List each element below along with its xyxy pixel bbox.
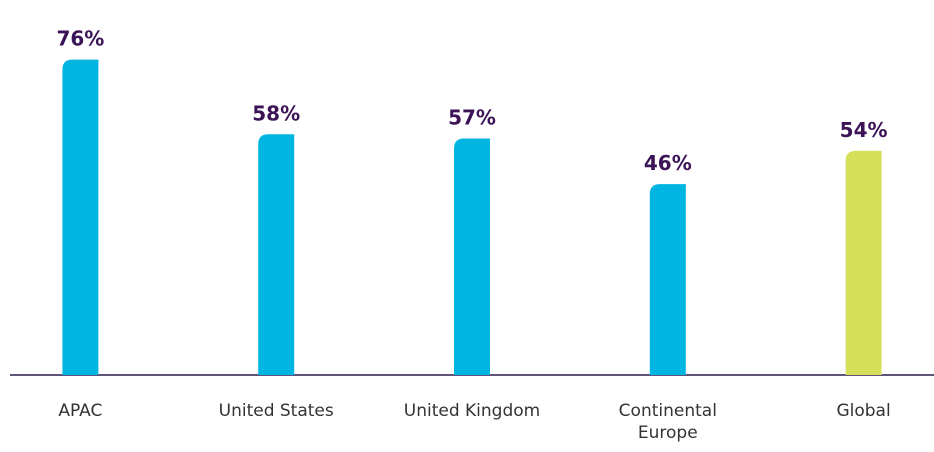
x-tick-label: United States bbox=[218, 401, 334, 421]
bar bbox=[845, 150, 882, 375]
data-label: 46% bbox=[644, 151, 692, 175]
bar bbox=[62, 59, 99, 375]
x-tick-label: Global bbox=[836, 401, 891, 421]
x-tick-label: APAC bbox=[58, 401, 103, 421]
bar bbox=[649, 184, 686, 375]
x-tick-label: Continental Europe bbox=[618, 401, 717, 443]
x-tick-label: United Kingdom bbox=[403, 401, 541, 421]
data-label: 76% bbox=[56, 27, 104, 51]
data-label: 57% bbox=[448, 105, 496, 129]
data-label: 58% bbox=[252, 101, 300, 125]
bar bbox=[258, 134, 295, 375]
bar bbox=[454, 138, 490, 375]
data-label: 54% bbox=[840, 118, 888, 142]
